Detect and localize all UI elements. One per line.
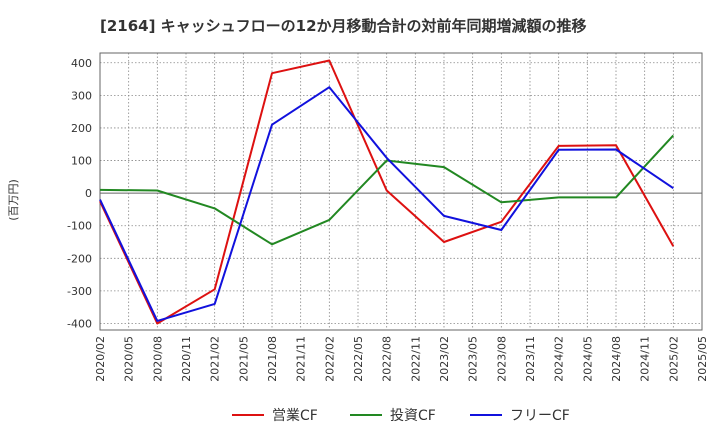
x-tick-label: 2022/08 [381, 336, 394, 382]
x-tick-label: 2021/02 [209, 336, 222, 382]
plot-area [100, 53, 702, 330]
legend-label-2: 投資CF [390, 408, 436, 424]
y-tick-label: 100 [71, 155, 92, 168]
series-line-3 [99, 86, 674, 322]
y-tick-label: 200 [71, 122, 92, 135]
x-tick-label: 2020/08 [151, 336, 164, 382]
x-tick-label: 2020/11 [180, 336, 193, 382]
x-tick-label: 2025/02 [667, 336, 680, 382]
y-tick-label: -200 [67, 252, 92, 265]
series-line-2 [99, 134, 675, 246]
x-tick-label: 2021/11 [295, 336, 308, 382]
y-tick-label: 400 [71, 57, 92, 70]
x-tick-label: 2022/02 [323, 336, 336, 382]
plot-frame [99, 52, 703, 331]
legend-label-3: フリーCF [510, 408, 570, 424]
x-tick-label: 2024/11 [639, 336, 652, 382]
x-tick-label: 2024/02 [553, 336, 566, 382]
x-tick-label: 2023/05 [467, 336, 480, 382]
y-tick-label: -100 [67, 220, 92, 233]
x-tick-label: 2021/05 [237, 336, 250, 382]
y-axis-label: (百万円) [7, 179, 20, 221]
legend-label-1: 営業CF [272, 408, 318, 424]
x-tick-label: 2020/05 [123, 336, 136, 382]
axis-layer: 2020/02 2020/05 2020/08 2020/11 2021/02 2021/… [67, 52, 709, 382]
y-tick-label: 300 [71, 89, 92, 102]
legend: 営業CF 投資CF フリーCF [232, 408, 570, 424]
x-tick-label: 2023/02 [438, 336, 451, 382]
x-tick-label: 2022/05 [352, 336, 365, 382]
series-layer [99, 59, 675, 325]
x-tick-label: 2025/05 [696, 336, 709, 382]
grid-layer [100, 53, 702, 330]
x-tick-label: 2023/11 [524, 336, 537, 382]
x-tick-label: 2023/08 [495, 336, 508, 382]
x-tick-label: 2024/05 [581, 336, 594, 382]
x-tick-label: 2021/08 [266, 336, 279, 382]
x-tick-label: 2022/11 [409, 336, 422, 382]
x-tick-label: 2024/08 [610, 336, 623, 382]
x-tick-label: 2020/02 [94, 336, 107, 382]
series-line-1 [99, 59, 675, 325]
y-tick-label: 0 [85, 187, 92, 200]
y-tick-label: -300 [67, 285, 92, 298]
y-tick-label: -400 [67, 317, 92, 330]
chart-title: [2164] キャッシュフローの12か月移動合計の対前年同期増減額の推移 [100, 17, 587, 35]
